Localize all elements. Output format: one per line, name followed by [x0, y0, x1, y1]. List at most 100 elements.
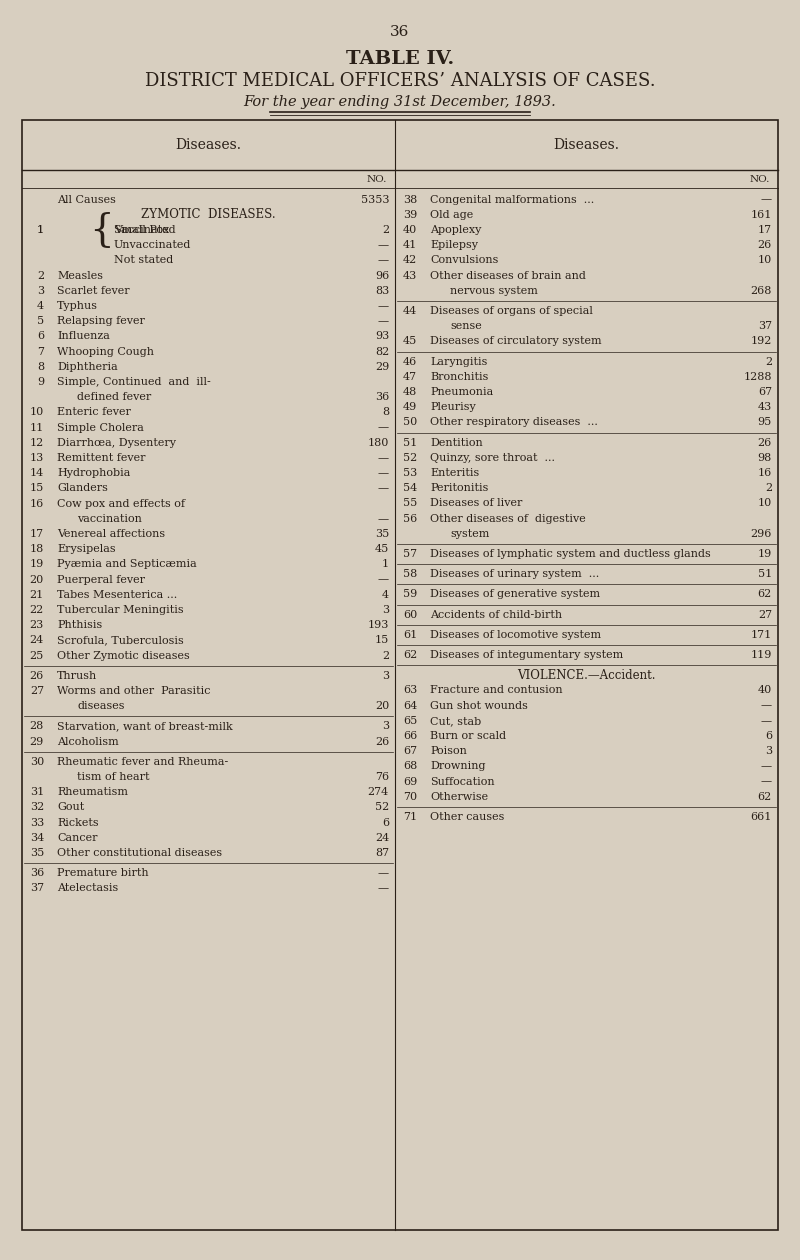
Text: —: — [378, 422, 389, 432]
Text: Dentition: Dentition [430, 437, 482, 447]
Text: Pyæmia and Septicæmia: Pyæmia and Septicæmia [57, 559, 197, 570]
Text: Other Zymotic diseases: Other Zymotic diseases [57, 650, 190, 660]
Text: 161: 161 [750, 210, 772, 219]
Text: 8: 8 [382, 407, 389, 417]
Text: 62: 62 [402, 650, 417, 660]
Text: Quinzy, sore throat  ...: Quinzy, sore throat ... [430, 452, 555, 462]
Text: 57: 57 [403, 549, 417, 559]
Text: Premature birth: Premature birth [57, 868, 149, 878]
Text: —: — [378, 301, 389, 311]
Text: Suffocation: Suffocation [430, 776, 494, 786]
Text: 19: 19 [30, 559, 44, 570]
Text: 38: 38 [402, 194, 417, 204]
Text: 40: 40 [758, 685, 772, 696]
Text: —: — [378, 575, 389, 585]
Text: 45: 45 [402, 336, 417, 346]
Text: —: — [761, 761, 772, 771]
Text: 180: 180 [368, 437, 389, 447]
Text: 56: 56 [402, 514, 417, 524]
Text: 19: 19 [758, 549, 772, 559]
Text: Simple Cholera: Simple Cholera [57, 422, 144, 432]
Text: 2: 2 [37, 271, 44, 281]
Text: Starvation, want of breast-milk: Starvation, want of breast-milk [57, 722, 233, 731]
Text: —: — [378, 883, 389, 893]
Text: 1: 1 [37, 226, 44, 236]
Text: 66: 66 [402, 731, 417, 741]
Text: 25: 25 [30, 650, 44, 660]
Text: 21: 21 [30, 590, 44, 600]
Text: 61: 61 [402, 630, 417, 640]
Text: All Causes: All Causes [57, 194, 116, 204]
Text: 36: 36 [374, 392, 389, 402]
Text: Diseases.: Diseases. [175, 139, 242, 152]
Text: Worms and other  Parasitic: Worms and other Parasitic [57, 685, 210, 696]
Text: 6: 6 [37, 331, 44, 341]
Text: 3: 3 [382, 605, 389, 615]
Text: Enteritis: Enteritis [430, 467, 479, 478]
Text: Rheumatism: Rheumatism [57, 788, 128, 798]
Text: 83: 83 [374, 286, 389, 296]
Text: 37: 37 [30, 883, 44, 893]
Text: 69: 69 [402, 776, 417, 786]
Text: Tabes Mesenterica ...: Tabes Mesenterica ... [57, 590, 178, 600]
Text: 119: 119 [750, 650, 772, 660]
Text: 5: 5 [37, 316, 44, 326]
Text: Gun shot wounds: Gun shot wounds [430, 701, 528, 711]
Text: 36: 36 [390, 25, 410, 39]
Text: Otherwise: Otherwise [430, 791, 488, 801]
Text: 55: 55 [402, 499, 417, 508]
Text: Gout: Gout [57, 803, 84, 813]
Text: Fracture and contusion: Fracture and contusion [430, 685, 562, 696]
Text: Hydrophobia: Hydrophobia [57, 469, 130, 479]
Text: —: — [761, 194, 772, 204]
Text: Other respiratory diseases  ...: Other respiratory diseases ... [430, 417, 598, 427]
Text: 43: 43 [758, 402, 772, 412]
Text: Peritonitis: Peritonitis [430, 483, 488, 493]
Text: 51: 51 [758, 570, 772, 580]
Text: defined fever: defined fever [77, 392, 151, 402]
Text: Rheumatic fever and Rheuma-: Rheumatic fever and Rheuma- [57, 757, 228, 767]
Text: 9: 9 [37, 377, 44, 387]
Text: Other diseases of brain and: Other diseases of brain and [430, 271, 586, 281]
Text: sense: sense [450, 321, 482, 331]
Text: 36: 36 [30, 868, 44, 878]
Text: Remittent fever: Remittent fever [57, 454, 146, 462]
Text: Alcoholism: Alcoholism [57, 737, 118, 747]
Text: 29: 29 [30, 737, 44, 747]
Text: Rickets: Rickets [57, 818, 98, 828]
Text: 35: 35 [374, 529, 389, 539]
Text: Burn or scald: Burn or scald [430, 731, 506, 741]
Text: 27: 27 [30, 685, 44, 696]
Text: 15: 15 [374, 635, 389, 645]
Text: 6: 6 [765, 731, 772, 741]
Text: Poison: Poison [430, 746, 467, 756]
Text: Laryngitis: Laryngitis [430, 357, 487, 367]
Text: 98: 98 [758, 452, 772, 462]
Text: 18: 18 [30, 544, 44, 554]
Text: Other diseases of  digestive: Other diseases of digestive [430, 514, 586, 524]
Text: —: — [378, 256, 389, 266]
Text: Simple, Continued  and  ill-: Simple, Continued and ill- [57, 377, 210, 387]
Text: 70: 70 [403, 791, 417, 801]
Text: 54: 54 [402, 483, 417, 493]
Text: —: — [761, 776, 772, 786]
Text: 58: 58 [402, 570, 417, 580]
Text: Cut, stab: Cut, stab [430, 716, 482, 726]
Text: 1: 1 [37, 226, 44, 236]
Text: 20: 20 [30, 575, 44, 585]
Text: 10: 10 [30, 407, 44, 417]
Text: —: — [378, 469, 389, 479]
Text: 2: 2 [382, 226, 389, 236]
Text: 47: 47 [403, 372, 417, 382]
Text: Cancer: Cancer [57, 833, 98, 843]
Text: 13: 13 [30, 454, 44, 462]
Text: —: — [378, 484, 389, 494]
Text: Unvaccinated: Unvaccinated [114, 241, 191, 251]
Text: Whooping Cough: Whooping Cough [57, 346, 154, 357]
Text: 31: 31 [30, 788, 44, 798]
Text: For the year ending 31st December, 1893.: For the year ending 31st December, 1893. [244, 94, 556, 110]
Text: Scarlet fever: Scarlet fever [57, 286, 130, 296]
Text: 24: 24 [374, 833, 389, 843]
Text: Scrofula, Tuberculosis: Scrofula, Tuberculosis [57, 635, 184, 645]
Text: 268: 268 [750, 286, 772, 296]
